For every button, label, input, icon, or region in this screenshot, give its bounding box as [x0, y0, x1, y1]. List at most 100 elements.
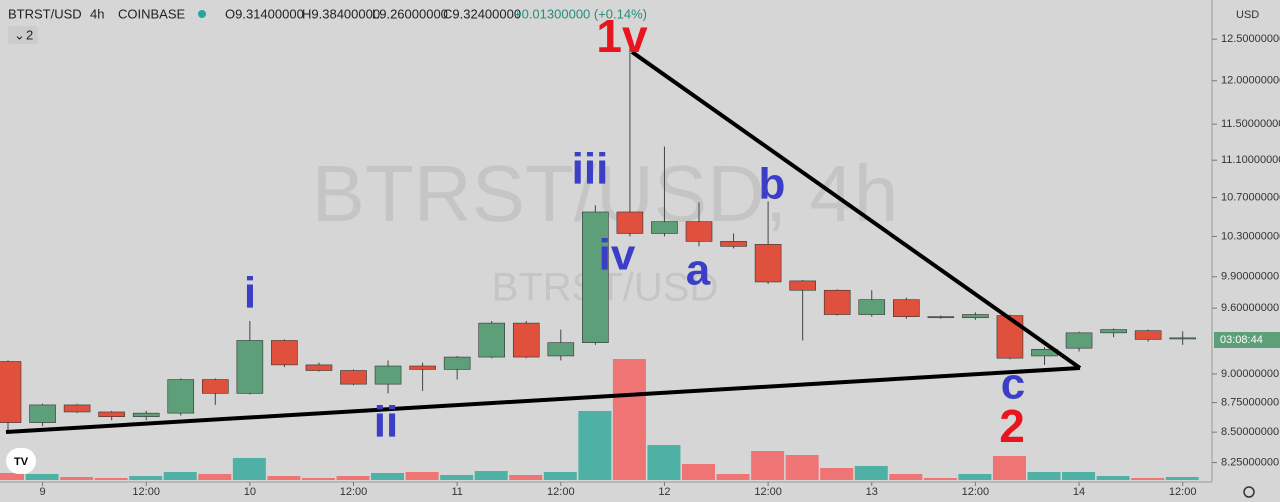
volume-bar: [612, 359, 646, 480]
currency[interactable]: USD: [1236, 9, 1259, 21]
volume-bar: [1165, 477, 1199, 480]
y-tick-label: 11.10000000: [1221, 154, 1280, 166]
x-tick-label: 12:00: [547, 486, 575, 498]
interval: 4h: [90, 6, 104, 21]
x-tick-label: 10: [244, 486, 256, 498]
volume-bar: [509, 475, 543, 480]
volume-bar: [543, 472, 577, 480]
ohlc-close: C9.32400000: [443, 6, 521, 21]
price-axis-bg: [1212, 0, 1280, 502]
y-tick-label: 8.25000000: [1221, 456, 1279, 468]
candle-body: [0, 361, 22, 423]
volume-bar: [647, 445, 681, 480]
wave-label: iii: [572, 145, 609, 194]
exchange: COINBASE: [118, 6, 186, 21]
countdown-box: [1214, 332, 1280, 348]
volume-bar: [440, 475, 474, 480]
volume-bar: [923, 478, 957, 480]
candle-body: [443, 356, 471, 370]
volume-bar: [474, 471, 508, 480]
volume-bar: [163, 472, 197, 480]
candle-body: [305, 364, 333, 371]
ohlc-change: +0.01300000 (+0.14%): [514, 6, 647, 21]
volume-bar: [1131, 478, 1165, 480]
candle-body: [720, 241, 747, 247]
candle-body: [512, 322, 540, 358]
logo[interactable]: [6, 448, 36, 474]
trend-line: [5, 366, 1081, 434]
volume-bar: [1062, 472, 1096, 480]
symbol: BTRST/USD: [8, 6, 82, 21]
x-tick-label: 13: [866, 486, 878, 498]
wave-label: b: [759, 160, 786, 209]
settings-icon[interactable]: [1243, 486, 1255, 498]
candle-body: [962, 314, 989, 319]
volume-bar: [301, 478, 335, 480]
candle-body: [132, 412, 160, 417]
volume-bar: [682, 464, 715, 480]
volume-bar: [198, 474, 232, 480]
y-tick-label: 9.60000000: [1221, 302, 1279, 314]
candle-body: [167, 379, 195, 414]
candle-body: [547, 342, 575, 357]
x-tick-label: 12:00: [340, 486, 368, 498]
plot: [0, 44, 1199, 480]
volume-bar: [578, 411, 612, 480]
candle-body: [63, 404, 91, 413]
candle-body: [478, 322, 506, 358]
wave-label: i: [244, 269, 256, 318]
countdown: 03:08:44: [1220, 334, 1263, 346]
x-tick-label: 9: [39, 486, 45, 498]
volume-bar: [751, 451, 785, 480]
candle-body: [1134, 330, 1162, 340]
x-tick-label: 12: [658, 486, 670, 498]
candle-body: [236, 340, 264, 394]
candle-body: [858, 299, 886, 315]
x-tick-label: 12:00: [754, 486, 782, 498]
candle-body: [582, 211, 609, 343]
y-tick-label: 10.30000000: [1221, 230, 1280, 242]
y-tick-label: 9.00000000: [1221, 368, 1279, 380]
volume-bar: [25, 474, 59, 480]
wave-label: iv: [599, 231, 636, 280]
candle-body: [789, 280, 816, 291]
volume-bar: [992, 456, 1026, 480]
candle-body: [996, 315, 1024, 359]
candle-body: [685, 221, 713, 242]
candle-body: [340, 370, 367, 385]
indicators-toggle[interactable]: [8, 26, 38, 44]
ohlc-high: H9.38400000: [302, 6, 380, 21]
wave-label: ii: [374, 398, 398, 447]
volume-bar: [232, 458, 266, 480]
volume-bar: [129, 476, 163, 480]
x-tick-label: 12:00: [1169, 486, 1197, 498]
candle-body: [1100, 329, 1127, 334]
volume-bar: [716, 474, 750, 480]
y-tick-label: 10.70000000: [1221, 192, 1280, 204]
volume-bar: [889, 474, 923, 480]
y-tick-label: 12.00000000: [1221, 75, 1280, 87]
candle-body: [202, 379, 229, 394]
volume-bar: [785, 455, 819, 480]
candle-body: [271, 340, 298, 366]
volume-bar: [820, 468, 854, 480]
candle-body: [29, 404, 56, 423]
volume-bar: [405, 472, 439, 480]
candle-body: [98, 411, 125, 417]
x-tick-label: 11: [451, 486, 462, 498]
ohlc-open: O9.31400000: [225, 6, 304, 21]
logo-mark: TV: [14, 456, 29, 468]
indicators-count: 2: [26, 27, 33, 42]
candle-body: [409, 365, 436, 370]
volume-bar: [267, 476, 301, 480]
x-tick-label: 12:00: [962, 486, 990, 498]
candle-body: [927, 316, 955, 319]
wave-label: c: [1001, 360, 1025, 409]
indicators-arrow: ⌄: [14, 27, 25, 42]
y-tick-label: 11.50000000: [1221, 118, 1280, 130]
candle-body: [1169, 337, 1196, 340]
volume-bar: [1027, 472, 1061, 480]
y-tick-label: 12.50000000: [1221, 33, 1280, 45]
candle-body: [823, 289, 851, 315]
